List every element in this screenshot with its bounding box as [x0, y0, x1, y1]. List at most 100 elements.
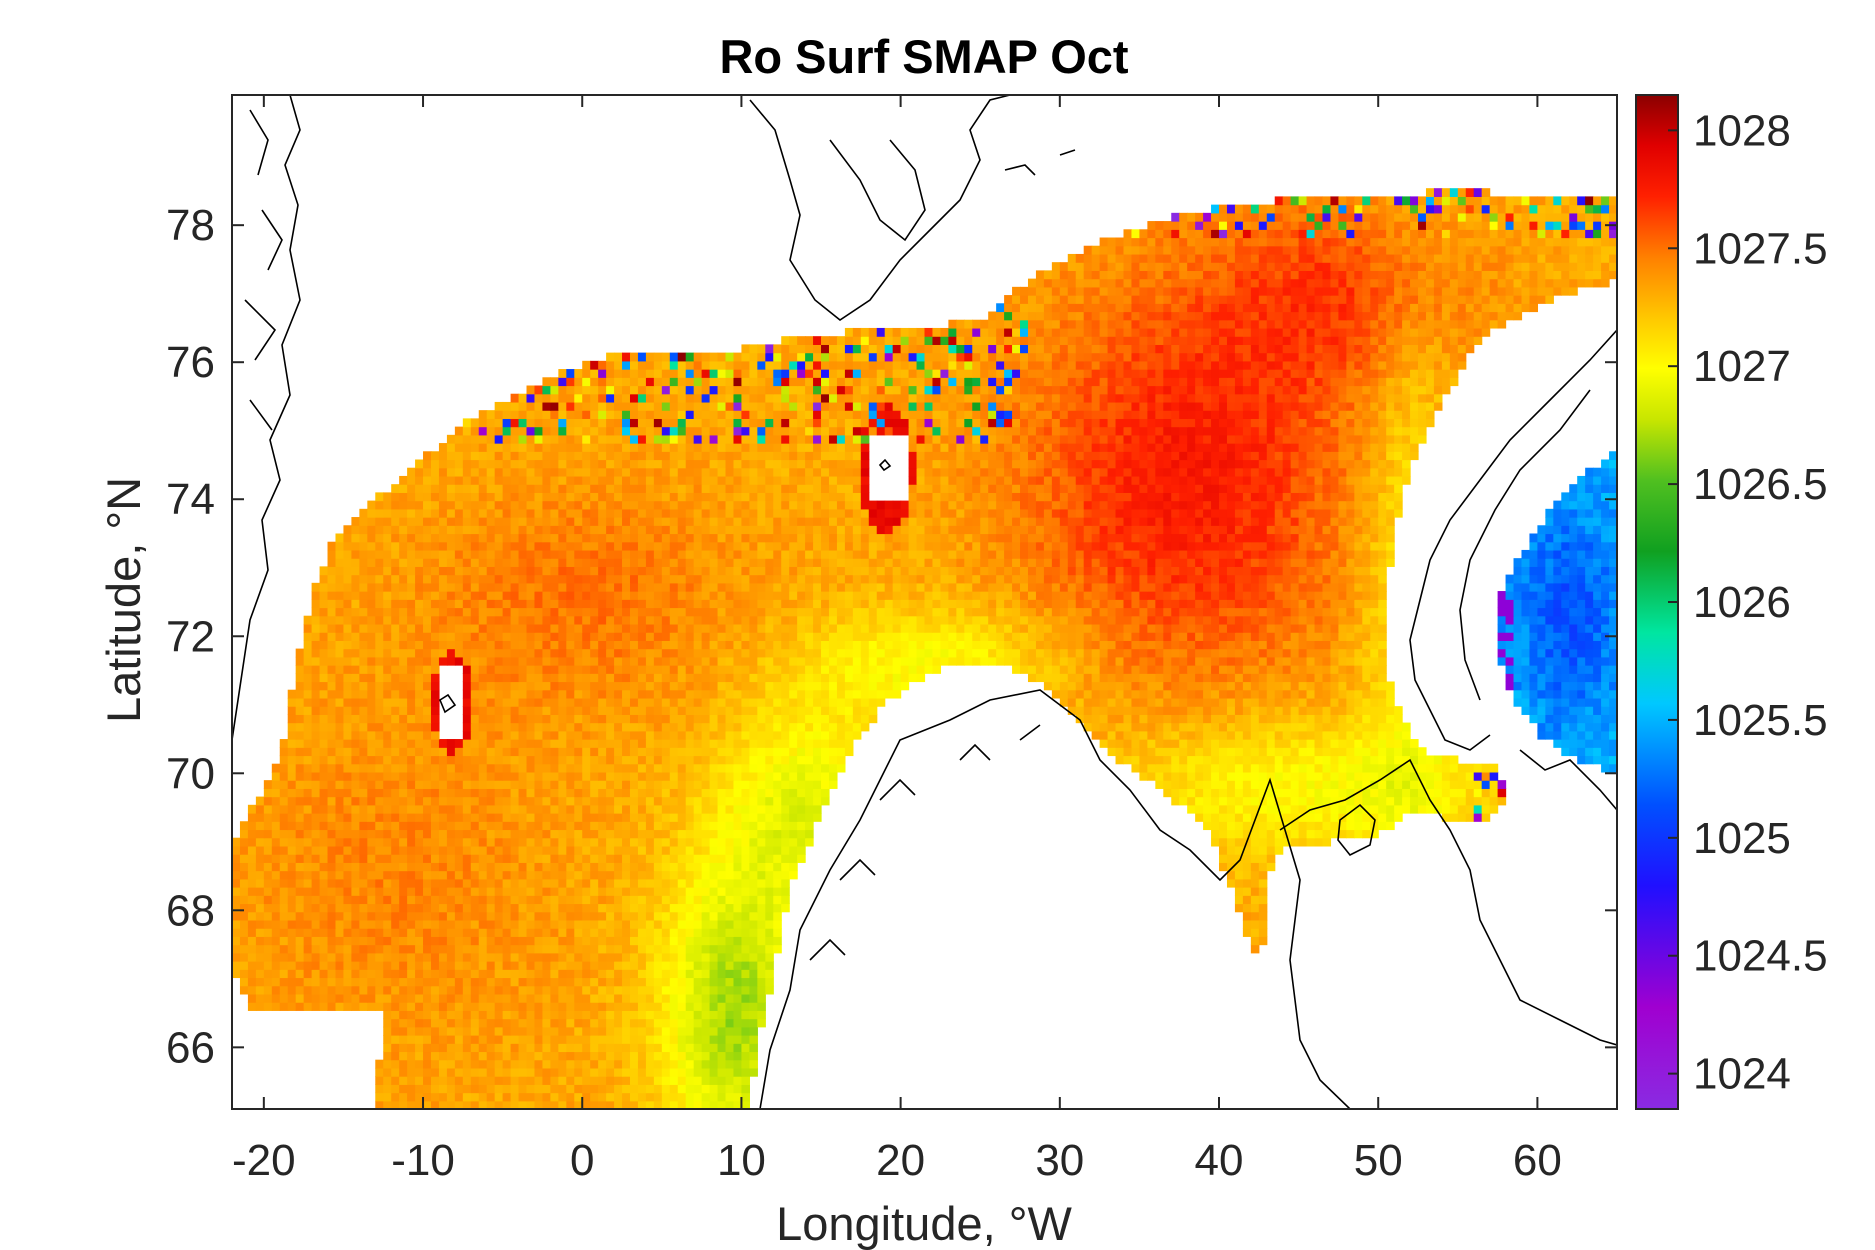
heatmap-cell: [637, 714, 647, 724]
heatmap-cell: [1601, 714, 1610, 724]
heatmap-cell: [717, 1026, 727, 1036]
heatmap-cell: [661, 780, 671, 789]
heatmap-cell: [828, 730, 838, 740]
heatmap-cell: [1115, 747, 1125, 757]
heatmap-cell: [1043, 648, 1053, 658]
heatmap-cell: [1274, 763, 1284, 773]
heatmap-cell: [733, 1043, 743, 1053]
heatmap-cell: [430, 755, 440, 765]
heatmap-cell: [629, 771, 639, 781]
heatmap-cell: [399, 837, 408, 847]
heatmap-cell: [773, 689, 782, 699]
heatmap-cell: [351, 936, 360, 946]
heatmap-cell: [399, 829, 408, 839]
heatmap-cell: [741, 1035, 750, 1044]
heatmap-cell: [733, 1084, 743, 1094]
heatmap-cell: [1035, 665, 1045, 674]
heatmap-cell: [677, 673, 687, 683]
heatmap-cell: [502, 878, 512, 888]
heatmap-cell: [805, 755, 814, 765]
heatmap-cell: [1394, 739, 1403, 748]
heatmap-cell: [645, 919, 655, 929]
heatmap-cell: [1258, 796, 1268, 806]
heatmap-cell: [773, 771, 782, 781]
heatmap-cell: [1139, 771, 1148, 781]
heatmap-cell: [1561, 706, 1570, 715]
heatmap-cell: [781, 730, 790, 740]
heatmap-cell: [526, 673, 536, 683]
heatmap-cell: [1266, 796, 1276, 806]
heatmap-cell: [335, 878, 345, 888]
heatmap-cell: [359, 755, 368, 765]
heatmap-cell: [415, 837, 424, 847]
heatmap-cell: [375, 985, 384, 995]
heatmap-cell: [367, 821, 376, 831]
heatmap-cell: [415, 895, 424, 905]
heatmap-cell: [828, 697, 838, 707]
heatmap-cell: [749, 944, 758, 954]
heatmap-cell: [622, 730, 631, 740]
heatmap-cell: [1115, 665, 1125, 674]
heatmap-cell: [669, 739, 679, 748]
heatmap-cell: [430, 722, 440, 732]
heatmap-cell: [629, 681, 639, 691]
heatmap-cell: [733, 1051, 743, 1061]
heatmap-cell: [590, 1092, 599, 1102]
heatmap-cell: [582, 780, 591, 789]
heatmap-cell: [1290, 796, 1300, 806]
heatmap-cell: [287, 829, 297, 839]
heatmap-cell: [733, 862, 743, 872]
heatmap-cell: [1577, 722, 1586, 732]
heatmap-cell: [574, 780, 583, 789]
heatmap-cell: [279, 837, 289, 847]
heatmap-cell: [1290, 714, 1300, 724]
heatmap-cell: [598, 944, 607, 954]
heatmap-cell: [1203, 796, 1212, 806]
heatmap-cell: [629, 969, 639, 979]
heatmap-cell: [375, 928, 384, 937]
heatmap-cell: [693, 944, 703, 954]
heatmap-cell: [614, 747, 623, 757]
heatmap-cell: [303, 829, 313, 839]
heatmap-cell: [1219, 788, 1228, 798]
heatmap-cell: [1250, 780, 1260, 789]
heatmap-cell: [1362, 755, 1371, 765]
heatmap-cell: [367, 689, 376, 699]
heatmap-cell: [542, 1010, 551, 1020]
heatmap-cell: [797, 747, 806, 757]
heatmap-cell: [598, 697, 607, 707]
heatmap-cell: [813, 755, 822, 765]
heatmap-cell: [566, 1067, 575, 1077]
heatmap-cell: [1537, 730, 1546, 740]
heatmap-cell: [606, 673, 615, 683]
heatmap-cell: [486, 771, 496, 781]
heatmap-cell: [836, 673, 846, 683]
heatmap-cell: [494, 887, 504, 896]
heatmap-cell: [701, 640, 711, 650]
heatmap-cell: [454, 1026, 464, 1036]
heatmap-cell: [773, 911, 782, 921]
heatmap-cell: [1250, 837, 1260, 847]
heatmap-cell: [1131, 755, 1141, 765]
heatmap-cell: [343, 763, 352, 773]
heatmap-cell: [685, 722, 695, 732]
heatmap-cell: [1593, 697, 1602, 707]
heatmap-cell: [1242, 714, 1252, 724]
heatmap-cell: [558, 928, 567, 937]
heatmap-cell: [717, 837, 727, 847]
heatmap-cell: [518, 673, 528, 683]
heatmap-cell: [542, 944, 551, 954]
heatmap-cell: [263, 780, 273, 789]
heatmap-cell: [1402, 763, 1411, 773]
heatmap-cell: [399, 673, 408, 683]
heatmap-cell: [550, 665, 559, 674]
heatmap-cell: [1298, 837, 1308, 847]
heatmap-cell: [1545, 730, 1554, 740]
heatmap-cell: [1242, 878, 1252, 888]
heatmap-cell: [430, 854, 440, 863]
heatmap-cell: [805, 640, 814, 650]
heatmap-cell: [765, 821, 774, 831]
heatmap-cell: [311, 985, 321, 995]
heatmap-cell: [709, 993, 719, 1003]
heatmap-cell: [486, 697, 496, 707]
